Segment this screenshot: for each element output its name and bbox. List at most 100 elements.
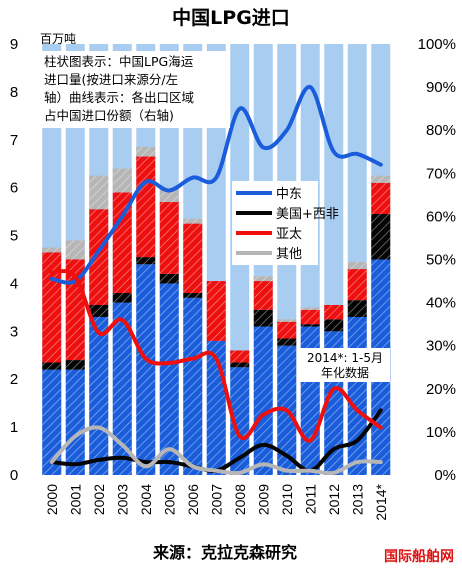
- bar-hatch: [136, 156, 156, 258]
- bar-hatch: [89, 209, 109, 305]
- bar-hatch: [253, 326, 273, 475]
- y-tick-label: 3: [10, 323, 18, 340]
- bar-hatch: [277, 338, 297, 346]
- annotation-background: [300, 348, 390, 382]
- left-axis-unit: 百万吨: [40, 32, 76, 46]
- bar-hatch: [253, 309, 273, 327]
- y2-tick-label: 20%: [426, 381, 456, 398]
- y-tick-label: 5: [10, 228, 18, 245]
- y2-tick-label: 100%: [418, 36, 456, 53]
- bar-hatch: [136, 264, 156, 475]
- bar-hatch: [89, 304, 109, 317]
- line-series-path: [49, 269, 383, 443]
- description-line-1: 柱状图表示：中国LPG海运: [44, 54, 194, 69]
- bar-hatch: [347, 261, 367, 270]
- y-tick-label: 7: [10, 132, 18, 149]
- bar-hatch: [347, 316, 367, 475]
- x-tick-label: 2005: [161, 484, 177, 515]
- bar-hatch: [230, 362, 250, 368]
- chart-title: 中国LPG进口: [172, 6, 290, 29]
- bar-hatch: [65, 360, 85, 370]
- x-tick-label: 2006: [185, 484, 201, 515]
- y-tick-label: 4: [10, 275, 18, 292]
- y2-tick-label: 60%: [426, 208, 456, 225]
- bar-hatch: [183, 297, 203, 475]
- bar-hatch: [347, 269, 367, 301]
- bar-hatch: [159, 283, 179, 475]
- bar-hatch: [371, 182, 391, 215]
- bar-hatch: [42, 362, 62, 370]
- y2-tick-label: 70%: [426, 165, 456, 182]
- y2-tick-label: 0%: [434, 467, 456, 484]
- bar-hatch: [230, 367, 250, 475]
- x-tick-label: 2007: [208, 484, 224, 515]
- x-tick-label: 2011: [302, 484, 318, 514]
- legend-label: 其他: [276, 247, 302, 262]
- bar-hatch: [42, 252, 62, 363]
- bar-hatch: [277, 319, 297, 322]
- bar-hatch: [159, 273, 179, 284]
- x-tick-label: 2003: [114, 484, 130, 515]
- bar-hatch: [206, 281, 226, 341]
- bar-hatch: [230, 350, 250, 363]
- bar-hatch: [324, 304, 344, 320]
- y-tick-label: 0: [10, 467, 18, 484]
- bar-hatch: [112, 192, 132, 294]
- bar-hatch: [300, 324, 320, 327]
- bar-hatch: [65, 369, 85, 475]
- bar-hatch: [300, 309, 320, 325]
- y2-tick-label: 80%: [426, 122, 456, 139]
- right-axis: 0% 10% 20% 30% 40% 50% 60% 70% 80% 90% 100%: [418, 36, 456, 484]
- bar-hatch: [42, 247, 62, 253]
- bar-hatch: [183, 218, 203, 224]
- legend-label: 中东: [276, 187, 302, 202]
- bar-hatch: [112, 293, 132, 303]
- bar-hatch: [183, 293, 203, 298]
- bar-hatch: [277, 321, 297, 339]
- y2-tick-label: 40%: [426, 295, 456, 312]
- bar-hatch: [300, 307, 320, 310]
- x-tick-label: 2004: [138, 484, 154, 515]
- source-text: 来源：克拉克森研究: [152, 543, 297, 562]
- description-line-2: 进口量(按进口来源分/左: [44, 72, 178, 87]
- description-line-3: 轴）曲线表示：各出口区域: [44, 90, 194, 105]
- bar-hatch: [42, 369, 62, 475]
- y2-tick-label: 30%: [426, 338, 456, 355]
- legend-label: 美国+西非: [276, 207, 339, 222]
- bar-hatch: [324, 319, 344, 332]
- x-tick-label: 2009: [255, 484, 271, 515]
- y2-tick-label: 50%: [426, 252, 456, 269]
- bar-hatch: [112, 168, 132, 193]
- y2-tick-label: 10%: [426, 424, 456, 441]
- x-axis: 2000 2001 2002 2003 2004 2005 2006 2007 2008 2009…: [44, 483, 389, 520]
- line-series: [49, 85, 383, 476]
- y-tick-label: 8: [10, 84, 18, 101]
- line-series-path: [49, 425, 383, 476]
- bar-hatch: [253, 281, 273, 310]
- bar-hatch: [136, 146, 156, 157]
- line-series-path: [49, 85, 383, 285]
- bar-hatch: [89, 175, 109, 210]
- bar-hatch: [136, 257, 156, 265]
- watermark: 国际船舶网: [384, 548, 454, 565]
- bar-hatch: [89, 316, 109, 475]
- annotation-line-1: 2014*: 1-5月: [307, 351, 383, 365]
- annotation-line-2: 年化数据: [321, 365, 369, 380]
- y-tick-label: 9: [10, 36, 18, 53]
- y-tick-label: 6: [10, 180, 18, 197]
- description-line-4: 占中国进口份额（右轴): [44, 108, 174, 123]
- description-box: 柱状图表示：中国LPG海运 进口量(按进口来源分/左 轴）曲线表示：各出口区域 …: [40, 51, 230, 128]
- x-tick-label: 2000: [44, 484, 60, 515]
- bar-hatch: [183, 223, 203, 294]
- description-background: [40, 51, 230, 128]
- bar-hatch: [159, 202, 179, 274]
- bar-hatch: [65, 240, 85, 260]
- bar-hatch: [347, 300, 367, 317]
- x-tick-label: 2014*: [373, 483, 389, 520]
- x-tick-label: 2008: [232, 484, 248, 515]
- x-tick-label: 2012: [326, 484, 342, 515]
- x-tick-label: 2013: [349, 484, 365, 515]
